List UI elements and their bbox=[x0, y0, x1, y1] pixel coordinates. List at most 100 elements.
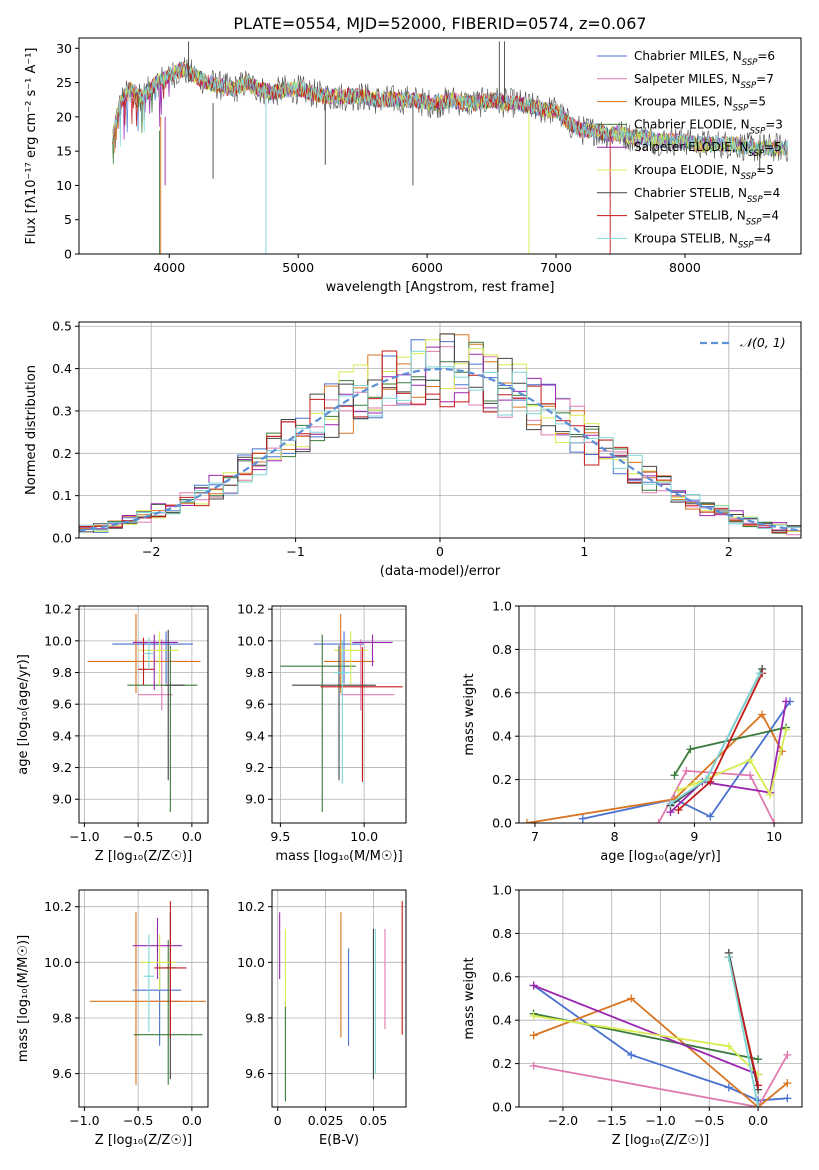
mass-vs-EBV-xtick-label-0: 0 bbox=[274, 1113, 282, 1128]
age-vs-Z-point-chabrier-miles bbox=[112, 631, 193, 684]
mass-weight-vs-Z-series-chabrier-elodie bbox=[529, 1009, 763, 1064]
age-vs-Z-ytick-label-6: 10.2 bbox=[44, 602, 72, 617]
age-vs-Z-ytick-label-0: 9.0 bbox=[52, 792, 72, 807]
spectrum-legend-label-8: Kroupa STELIB, NSSP=4 bbox=[634, 231, 771, 250]
age-vs-mass-point-chabrier-stelib bbox=[292, 645, 376, 781]
spectrum-legend-label-3: Chabrier ELODIE, NSSP=3 bbox=[634, 117, 783, 136]
mass-vs-EBV-ytick-label-2: 10.0 bbox=[237, 955, 265, 970]
mass-weight-vs-age-series-kroupa-stelib bbox=[666, 669, 764, 808]
age-vs-Z-ytick-label-1: 9.2 bbox=[52, 760, 72, 775]
residual-hist-salpeter-stelib bbox=[79, 350, 801, 533]
mass-weight-vs-age-ytick-label-4: 0.8 bbox=[492, 642, 512, 657]
figure-title: PLATE=0554, MJD=52000, FIBERID=0574, z=0… bbox=[233, 14, 646, 33]
mass-vs-Z-plot-area bbox=[89, 901, 206, 1085]
mass-weight-vs-age-frame bbox=[518, 605, 803, 824]
age-vs-mass-xtick-label-0: 9.5 bbox=[270, 829, 290, 844]
mass-vs-Z-ytick-label-2: 10.0 bbox=[44, 955, 72, 970]
residuals-xtick-label-1: −1 bbox=[286, 544, 304, 559]
age-vs-Z-point-salpeter-elodie bbox=[132, 634, 178, 690]
spectrum-xtick-label-3: 7000 bbox=[540, 260, 572, 275]
residuals-xtick-label-2: 0 bbox=[436, 544, 444, 559]
mass-vs-EBV-ytick-label-1: 9.8 bbox=[245, 1010, 265, 1025]
mass-vs-Z-xlabel: Z [log₁₀(Z/Z☉)] bbox=[95, 1133, 192, 1148]
age-vs-mass-point-kroupa-elodie bbox=[333, 631, 368, 686]
mass-vs-Z-ytick-label-0: 9.6 bbox=[52, 1066, 72, 1081]
spectrum-legend-label-5: Kroupa ELODIE, NSSP=5 bbox=[634, 163, 774, 182]
mass-vs-Z-xtick-label-1: −0.5 bbox=[123, 1113, 153, 1128]
mass-weight-vs-age-series-salpeter-stelib bbox=[674, 669, 767, 814]
mass-weight-vs-age-plot-area bbox=[522, 664, 795, 823]
residual-hist-kroupa-stelib bbox=[79, 350, 801, 531]
spectrum-ytick-label-2: 10 bbox=[56, 178, 72, 193]
mass-weight-vs-Z-frame bbox=[518, 889, 803, 1108]
gaussian-curve bbox=[79, 367, 801, 532]
spectrum-xtick-label-0: 4000 bbox=[153, 260, 185, 275]
mass-weight-vs-Z-ytick-label-5: 1.0 bbox=[492, 883, 512, 898]
mass-vs-Z-ytick-label-1: 9.8 bbox=[52, 1010, 72, 1025]
age-vs-Z-point-kroupa-stelib bbox=[143, 637, 155, 670]
spectrum-xtick-label-4: 8000 bbox=[669, 260, 701, 275]
mass-weight-vs-Z-series-kroupa-elodie bbox=[529, 1011, 763, 1079]
mass-vs-Z-point-kroupa-miles bbox=[89, 912, 206, 1085]
age-vs-mass-point-kroupa-stelib bbox=[333, 640, 351, 784]
residuals-ytick-label-5: 0.5 bbox=[52, 319, 72, 334]
residuals-ylabel: Normed distribution bbox=[24, 365, 39, 495]
age-vs-Z-ytick-label-4: 9.8 bbox=[52, 665, 72, 680]
mass-weight-vs-age-series-chabrier-stelib bbox=[666, 664, 767, 810]
age-vs-Z-point-kroupa-elodie bbox=[138, 631, 179, 686]
mass-weight-vs-Z-panel: −2.0 −1.5 −1.0 −0.5 0.0 0.0 0.2 0.4 0.6 0.8 1.0 Z [… bbox=[462, 883, 803, 1148]
mass-weight-vs-Z-plot-area bbox=[529, 948, 792, 1107]
spectrum-line-kroupa-stelib bbox=[112, 63, 789, 156]
spectrum-legend-label-1: Salpeter MILES, NSSP=7 bbox=[634, 72, 774, 91]
age-vs-mass-ytick-label-5: 10.0 bbox=[237, 633, 265, 648]
mass-vs-Z-ylabel: mass [log₁₀(M/M☉)] bbox=[16, 935, 31, 1062]
age-vs-Z-xtick-label-0: −1.0 bbox=[69, 829, 99, 844]
residuals-ytick-label-4: 0.4 bbox=[52, 361, 72, 376]
mass-weight-vs-Z-ylabel: mass weight bbox=[462, 957, 477, 1039]
mass-weight-vs-age-ytick-label-1: 0.2 bbox=[492, 772, 512, 787]
residuals-frame bbox=[78, 321, 802, 539]
residuals-plot-area bbox=[79, 333, 801, 536]
age-vs-Z-point-chabrier-elodie bbox=[127, 645, 198, 812]
mass-weight-vs-Z-xtick-label-3: −0.5 bbox=[694, 1113, 724, 1128]
spectrum-legend-label-7: Salpeter STELIB, NSSP=4 bbox=[634, 209, 779, 228]
mass-weight-vs-Z-series-kroupa-miles bbox=[529, 994, 792, 1107]
mass-weight-vs-age-xtick-label-2: 9 bbox=[690, 829, 698, 844]
residuals-xtick-label-3: 1 bbox=[580, 544, 588, 559]
mass-vs-EBV-xtick-label-2: 0.05 bbox=[360, 1113, 388, 1128]
residuals-ytick-label-0: 0.0 bbox=[52, 531, 72, 546]
spectrum-panel: 4000 5000 6000 7000 8000 0 5 10 15 20 25 30 waveleng… bbox=[24, 37, 802, 295]
age-vs-mass-point-kroupa-miles bbox=[323, 613, 375, 694]
mass-weight-vs-Z-ytick-label-0: 0.0 bbox=[492, 1100, 512, 1115]
mass-vs-Z-point-salpeter-stelib bbox=[154, 901, 187, 1038]
age-vs-mass-xlabel: mass [log₁₀(M/M☉)] bbox=[275, 849, 402, 864]
mass-weight-vs-Z-xtick-label-0: −2.0 bbox=[548, 1113, 578, 1128]
mass-vs-Z-ytick-label-3: 10.2 bbox=[44, 899, 72, 914]
age-vs-Z-xtick-label-1: −0.5 bbox=[123, 829, 153, 844]
mass-vs-EBV-ytick-label-3: 10.2 bbox=[237, 899, 265, 914]
mass-weight-vs-age-panel: 7 8 9 10 0.0 0.2 0.4 0.6 0.8 1.0 age [log₁₀(age/yr… bbox=[462, 599, 803, 864]
spectrum-xtick-label-1: 5000 bbox=[282, 260, 314, 275]
age-vs-Z-xlabel: Z [log₁₀(Z/Z☉)] bbox=[95, 849, 192, 864]
age-vs-Z-ytick-label-3: 9.6 bbox=[52, 697, 72, 712]
spectrum-legend-label-6: Chabrier STELIB, NSSP=4 bbox=[634, 186, 780, 205]
spectrum-ytick-label-1: 5 bbox=[64, 212, 72, 227]
mass-vs-Z-point-salpeter-elodie bbox=[132, 917, 183, 980]
mass-weight-vs-age-ytick-label-5: 1.0 bbox=[492, 599, 512, 614]
age-vs-mass-point-chabrier-elodie bbox=[280, 634, 356, 812]
mass-weight-vs-age-xtick-label-3: 10 bbox=[766, 829, 782, 844]
mass-vs-EBV-xlabel: E(B-V) bbox=[319, 1133, 359, 1148]
mass-weight-vs-age-series-kroupa-miles bbox=[522, 710, 787, 823]
age-vs-Z-ylabel: age [log₁₀(age/yr)] bbox=[16, 654, 31, 775]
mass-vs-EBV-plot-area bbox=[279, 901, 403, 1102]
age-vs-Z-frame bbox=[78, 605, 209, 824]
age-vs-mass-ytick-label-3: 9.6 bbox=[245, 697, 265, 712]
spectrum-ytick-label-6: 30 bbox=[56, 41, 72, 56]
residuals-ytick-label-1: 0.1 bbox=[52, 488, 72, 503]
mass-vs-Z-point-kroupa-stelib bbox=[143, 934, 155, 1032]
spectrum-ytick-label-4: 20 bbox=[56, 109, 72, 124]
residuals-panel: −2 −1 0 1 2 0.0 0.1 0.2 0.3 0.4 0.5 (data-model)/er… bbox=[24, 319, 802, 579]
mass-vs-EBV-frame bbox=[271, 889, 407, 1108]
spectrum-frame bbox=[78, 37, 802, 255]
